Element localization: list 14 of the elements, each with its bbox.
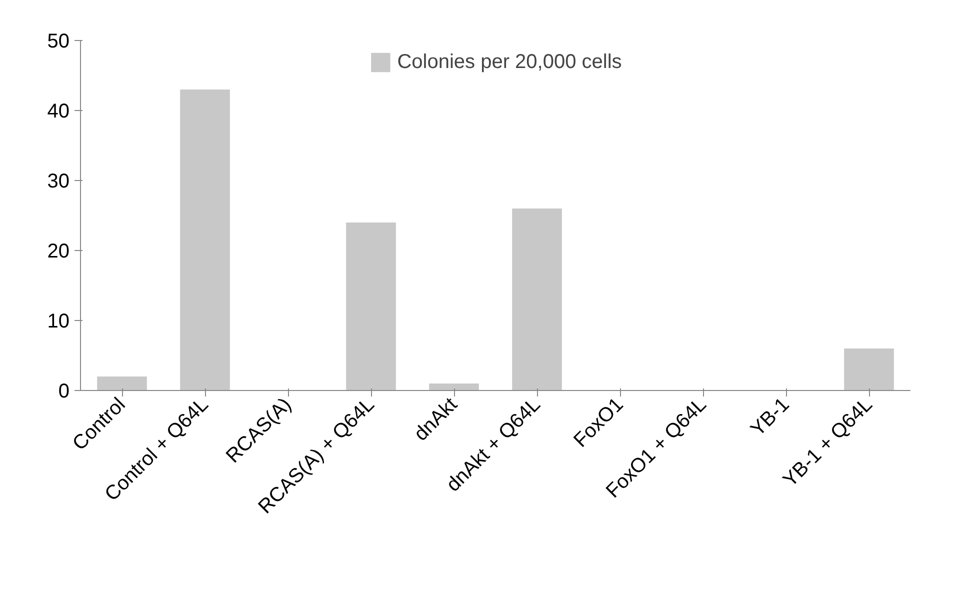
bar xyxy=(429,384,479,390)
y-tick-label: 20 xyxy=(47,240,70,262)
bar xyxy=(512,208,562,390)
x-tick-label: YB-1 xyxy=(746,394,794,441)
y-tick-label: 50 xyxy=(47,30,70,52)
y-tick-label: 30 xyxy=(47,170,70,192)
y-tick-label: 40 xyxy=(47,100,70,122)
bar xyxy=(97,376,147,390)
y-tick-label: 0 xyxy=(58,380,70,402)
bar xyxy=(844,348,894,390)
legend-label: Colonies per 20,000 cells xyxy=(397,50,622,74)
y-tick-label: 10 xyxy=(47,310,70,332)
bar xyxy=(346,222,396,390)
bar xyxy=(180,90,230,390)
